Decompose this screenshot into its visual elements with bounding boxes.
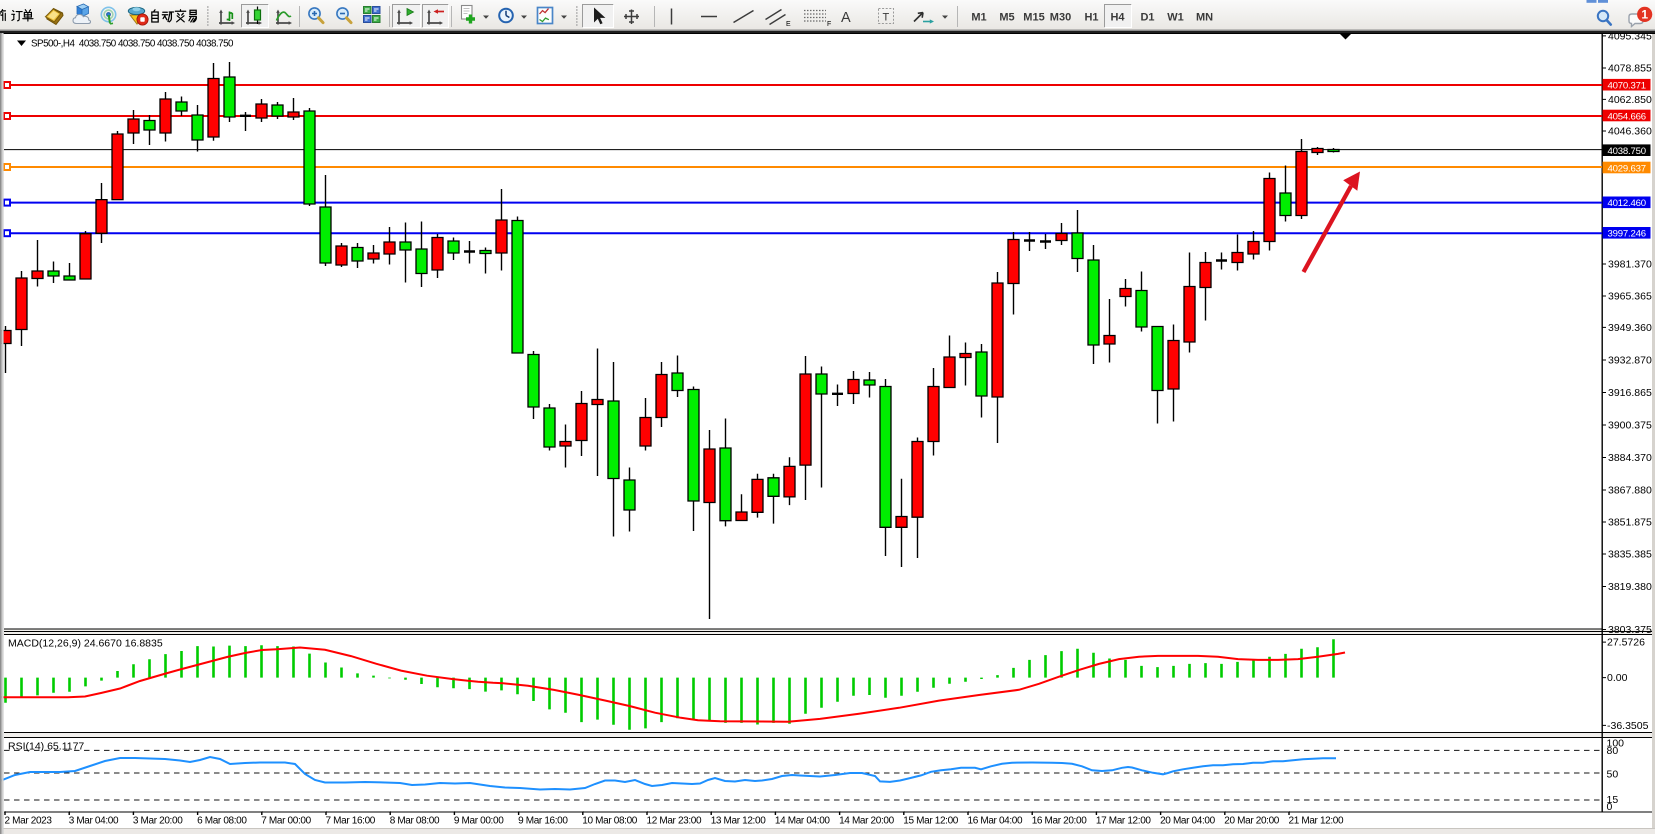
svg-text:12 Mar 23:00: 12 Mar 23:00 bbox=[647, 816, 703, 827]
svg-text:H1: H1 bbox=[1084, 12, 1098, 24]
svg-text:3932.870: 3932.870 bbox=[1608, 355, 1652, 367]
svg-text:4054.666: 4054.666 bbox=[1608, 111, 1646, 122]
svg-text:M30: M30 bbox=[1050, 12, 1071, 24]
svg-text:MN: MN bbox=[1196, 12, 1213, 24]
svg-text:F: F bbox=[827, 21, 831, 28]
svg-text:27.5726: 27.5726 bbox=[1607, 637, 1645, 649]
svg-text:D1: D1 bbox=[1140, 12, 1154, 24]
svg-text:4062.850: 4062.850 bbox=[1608, 94, 1652, 106]
svg-text:H4: H4 bbox=[1110, 12, 1125, 24]
svg-text:3997.246: 3997.246 bbox=[1608, 229, 1646, 240]
svg-text:3867.880: 3867.880 bbox=[1608, 485, 1652, 497]
svg-text:14 Mar 20:00: 14 Mar 20:00 bbox=[839, 816, 895, 827]
svg-text:10 Mar 08:00: 10 Mar 08:00 bbox=[582, 816, 638, 827]
svg-text:7 Mar 16:00: 7 Mar 16:00 bbox=[326, 816, 376, 827]
svg-text:3981.370: 3981.370 bbox=[1608, 259, 1652, 271]
svg-text:4012.460: 4012.460 bbox=[1608, 198, 1646, 209]
svg-text:3803.375: 3803.375 bbox=[1608, 624, 1652, 636]
svg-text:4095.345: 4095.345 bbox=[1608, 31, 1652, 43]
svg-text:RSI(14) 65.1177: RSI(14) 65.1177 bbox=[8, 741, 84, 753]
svg-text:3 Mar 20:00: 3 Mar 20:00 bbox=[133, 816, 183, 827]
svg-text:4070.371: 4070.371 bbox=[1608, 81, 1646, 92]
svg-text:3916.865: 3916.865 bbox=[1608, 387, 1652, 399]
svg-text:8 Mar 08:00: 8 Mar 08:00 bbox=[390, 816, 440, 827]
svg-text:3884.370: 3884.370 bbox=[1608, 452, 1652, 464]
svg-text:W1: W1 bbox=[1167, 12, 1184, 24]
svg-text:15 Mar 12:00: 15 Mar 12:00 bbox=[903, 816, 959, 827]
svg-text:2 Mar 2023: 2 Mar 2023 bbox=[5, 816, 53, 827]
svg-text:3900.375: 3900.375 bbox=[1608, 420, 1652, 432]
svg-text:3949.360: 3949.360 bbox=[1608, 322, 1652, 334]
svg-text:4078.855: 4078.855 bbox=[1608, 63, 1652, 75]
svg-text:0.00: 0.00 bbox=[1607, 672, 1628, 684]
svg-text:100: 100 bbox=[1607, 738, 1625, 750]
svg-text:13 Mar 12:00: 13 Mar 12:00 bbox=[711, 816, 767, 827]
svg-text:3835.385: 3835.385 bbox=[1608, 549, 1652, 561]
svg-text:4038.750: 4038.750 bbox=[1608, 146, 1646, 157]
svg-text:20 Mar 20:00: 20 Mar 20:00 bbox=[1224, 816, 1280, 827]
svg-text:0: 0 bbox=[1607, 801, 1613, 813]
svg-text:3965.365: 3965.365 bbox=[1608, 291, 1652, 303]
svg-text:80: 80 bbox=[1607, 745, 1619, 757]
svg-text:MACD(12,26,9) 24.6670 16.8835: MACD(12,26,9) 24.6670 16.8835 bbox=[8, 638, 163, 650]
svg-text:9 Mar 00:00: 9 Mar 00:00 bbox=[454, 816, 504, 827]
svg-text:M15: M15 bbox=[1023, 12, 1044, 24]
svg-text:16 Mar 20:00: 16 Mar 20:00 bbox=[1032, 816, 1088, 827]
svg-text:4029.637: 4029.637 bbox=[1608, 163, 1646, 174]
svg-text:3819.380: 3819.380 bbox=[1608, 581, 1652, 593]
svg-text:1: 1 bbox=[1641, 8, 1648, 22]
svg-text:3851.875: 3851.875 bbox=[1608, 517, 1652, 529]
svg-text:20 Mar 04:00: 20 Mar 04:00 bbox=[1160, 816, 1216, 827]
svg-text:50: 50 bbox=[1607, 769, 1619, 781]
svg-text:21 Mar 12:00: 21 Mar 12:00 bbox=[1289, 816, 1345, 827]
svg-text:3 Mar 04:00: 3 Mar 04:00 bbox=[69, 816, 119, 827]
svg-text:M1: M1 bbox=[971, 12, 986, 24]
svg-text:SP500-,H4 4038.750 4038.750 4: SP500-,H4 4038.750 4038.750 4038.750 403… bbox=[31, 39, 234, 50]
svg-text:6 Mar 08:00: 6 Mar 08:00 bbox=[197, 816, 247, 827]
svg-text:9 Mar 16:00: 9 Mar 16:00 bbox=[518, 816, 568, 827]
svg-text:14 Mar 04:00: 14 Mar 04:00 bbox=[775, 816, 831, 827]
svg-text:M5: M5 bbox=[999, 12, 1014, 24]
svg-text:E: E bbox=[786, 21, 791, 28]
svg-text:A: A bbox=[841, 10, 851, 26]
svg-text:-36.3505: -36.3505 bbox=[1607, 720, 1649, 732]
svg-text:4046.360: 4046.360 bbox=[1608, 126, 1652, 138]
svg-text:T: T bbox=[883, 12, 890, 24]
svg-text:15: 15 bbox=[1607, 794, 1619, 806]
svg-text:7 Mar 00:00: 7 Mar 00:00 bbox=[261, 816, 311, 827]
svg-text:16 Mar 04:00: 16 Mar 04:00 bbox=[968, 816, 1024, 827]
svg-text:17 Mar 12:00: 17 Mar 12:00 bbox=[1096, 816, 1152, 827]
